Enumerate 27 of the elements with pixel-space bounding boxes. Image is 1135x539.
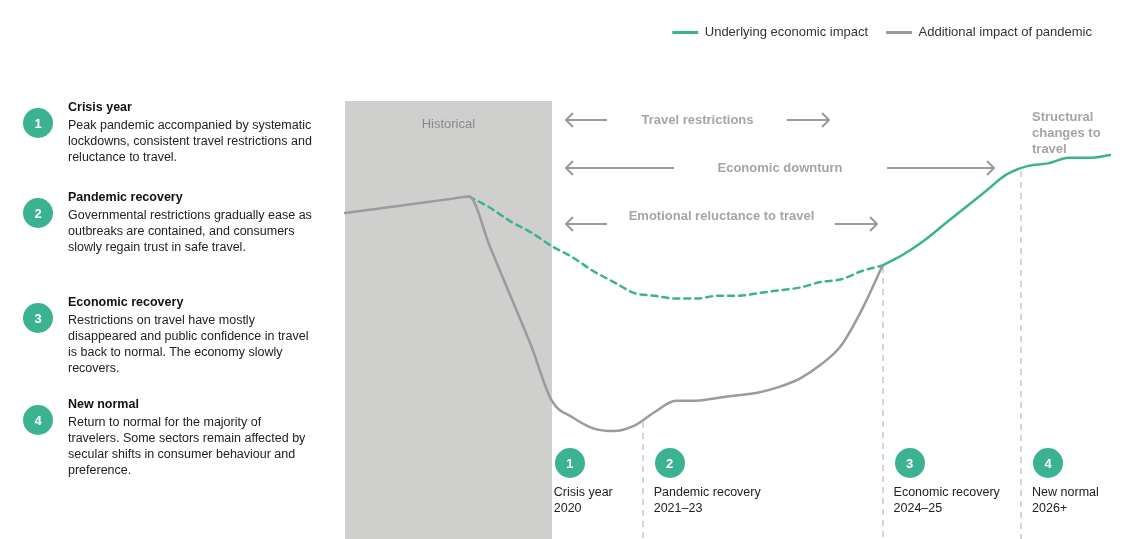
text: Economic recovery 2024–25 xyxy=(893,484,1000,516)
legend-label: Underlying economic impact xyxy=(704,24,869,40)
text: Pandemic recovery xyxy=(68,190,183,204)
text: Governmental restrictions gradually ease as outbreaks are contained, and consumers slowly regain trust in safe travel. xyxy=(68,207,313,255)
text: Historical xyxy=(420,116,477,131)
number-badge: 2 xyxy=(654,448,685,478)
text: Return to normal for the majority of travelers. Some sectors remain affected by secular shifts in consumer behaviour and preference. xyxy=(68,414,307,478)
number-badge: 1 xyxy=(554,448,585,478)
text: Peak pandemic accompanied by systematic lockdowns, consistent travel restrictions and reluctance to travel. xyxy=(68,117,313,165)
number-badge: 3 xyxy=(894,448,925,478)
number-badge: 4 xyxy=(23,405,53,435)
annotation: Economic downturn xyxy=(716,160,844,176)
text: Crisis year 2020 xyxy=(553,484,613,516)
number-badge: 1 xyxy=(23,108,53,138)
number-badge: 4 xyxy=(1033,448,1064,478)
text: Economic recovery xyxy=(68,295,184,309)
annotation: Structural changes to travel xyxy=(1032,109,1102,157)
text: Pandemic recovery 2021–23 xyxy=(653,484,761,516)
text: New normal 2026+ xyxy=(1032,484,1099,516)
text: Restrictions on travel have mostly disappeared and public confidence in travel is back to normal. The economy slowly recovers. xyxy=(68,312,310,376)
text: New normal xyxy=(68,397,139,411)
text: Travel restrictions xyxy=(640,112,755,128)
legend-label: Additional impact of pandemic xyxy=(918,24,1093,40)
number-badge: 2 xyxy=(23,198,53,228)
number-badge: 3 xyxy=(23,303,53,333)
text: Crisis year xyxy=(68,100,132,114)
annotation: Emotional reluctance to travel xyxy=(627,208,816,224)
